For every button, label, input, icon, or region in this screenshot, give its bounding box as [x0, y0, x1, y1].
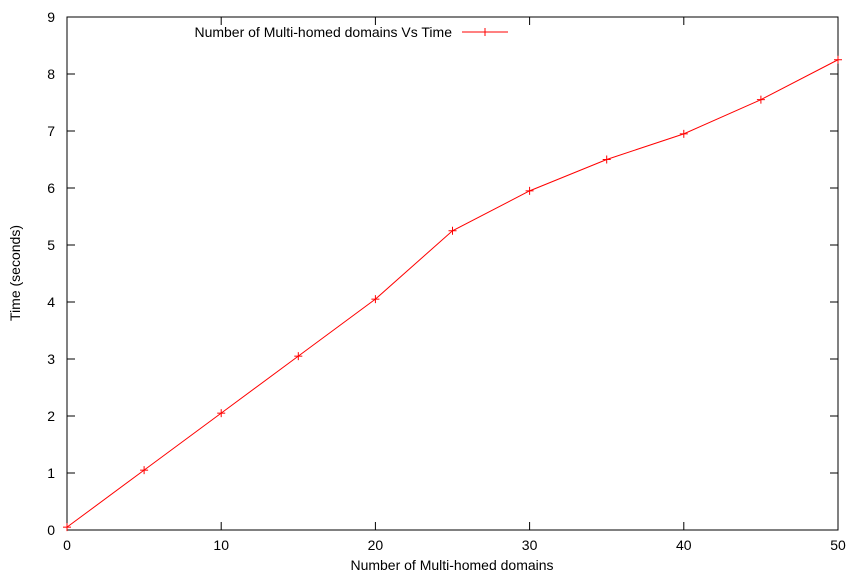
data-point-marker	[294, 352, 303, 361]
legend-label: Number of Multi-homed domains Vs Time	[194, 24, 452, 40]
data-point-marker	[834, 55, 842, 64]
data-point-marker	[679, 129, 688, 138]
data-point-marker	[756, 95, 765, 104]
y-tick-label: 2	[47, 408, 55, 424]
data-point-marker	[140, 466, 149, 475]
y-tick-label: 7	[47, 123, 55, 139]
series-line	[66, 59, 839, 528]
y-tick-label: 0	[47, 522, 55, 538]
legend-marker	[481, 28, 489, 36]
tick-labels: 0 10 20 30 40 50 0 1 2 3 4 5 6 7 8 9	[47, 9, 846, 553]
y-tick-label: 8	[47, 66, 55, 82]
data-point-marker	[602, 155, 611, 164]
axis-ticks	[66, 16, 839, 531]
x-axis-title: Number of Multi-homed domains	[350, 557, 553, 573]
data-point-marker	[525, 186, 534, 195]
y-tick-label: 6	[47, 180, 55, 196]
x-tick-label: 40	[676, 537, 692, 553]
data-point-marker	[371, 295, 380, 304]
x-tick-label: 20	[368, 537, 384, 553]
series-layer	[63, 55, 842, 532]
y-axis-title: Time (seconds)	[7, 225, 23, 321]
y-tick-label: 1	[47, 465, 55, 481]
x-tick-label: 30	[522, 537, 538, 553]
x-tick-label: 50	[830, 537, 846, 553]
y-tick-label: 9	[47, 9, 55, 25]
legend: Number of Multi-homed domains Vs Time	[194, 24, 508, 40]
y-tick-label: 3	[47, 351, 55, 367]
y-tick-label: 4	[47, 294, 55, 310]
x-tick-label: 10	[213, 537, 229, 553]
data-point-marker	[217, 409, 226, 418]
data-point-marker	[448, 226, 457, 235]
data-point-marker	[63, 523, 71, 532]
y-tick-label: 5	[47, 237, 55, 253]
legend-marker-plus	[481, 28, 489, 36]
x-tick-label: 0	[63, 537, 71, 553]
plot-frame	[66, 16, 839, 531]
